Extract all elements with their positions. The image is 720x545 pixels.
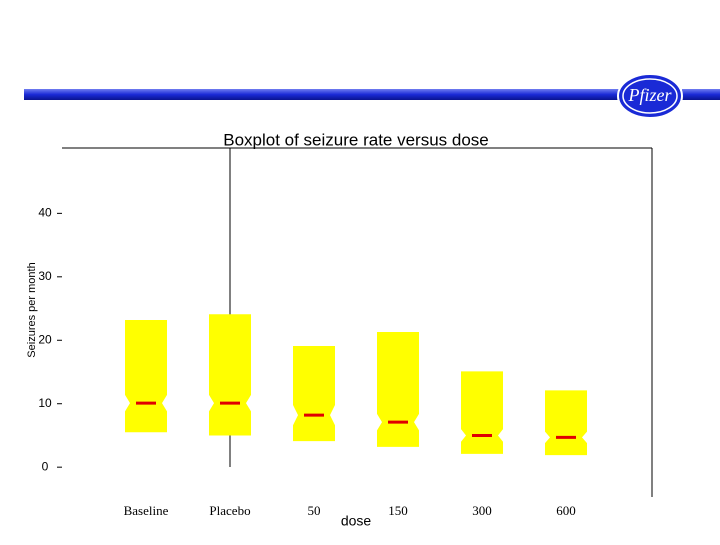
x-axis-label: dose	[341, 513, 372, 529]
box	[377, 332, 419, 447]
y-tick-label: 0	[42, 459, 49, 473]
x-tick-label: 50	[308, 503, 321, 518]
y-tick-label: 30	[38, 269, 52, 283]
x-tick-label: 150	[388, 503, 408, 518]
box	[461, 371, 503, 454]
header-bar	[24, 89, 620, 100]
box	[125, 319, 167, 433]
x-tick-label: Baseline	[124, 503, 169, 518]
box	[293, 345, 335, 442]
x-tick-label: 600	[556, 503, 576, 518]
y-tick-label: 20	[38, 332, 52, 346]
chart-title: Boxplot of seizure rate versus dose	[223, 130, 489, 149]
y-tick-label: 40	[38, 206, 52, 220]
y-tick-label: 10	[38, 396, 52, 410]
header-bar	[682, 89, 720, 100]
logo-text: Pfizer	[628, 85, 673, 105]
x-tick-label: 300	[472, 503, 492, 518]
box	[545, 390, 587, 456]
logo-ring	[622, 78, 678, 114]
box	[209, 314, 251, 436]
y-axis-label: Seizures per month	[26, 262, 38, 357]
logo	[617, 73, 683, 119]
x-tick-label: Placebo	[209, 503, 250, 518]
